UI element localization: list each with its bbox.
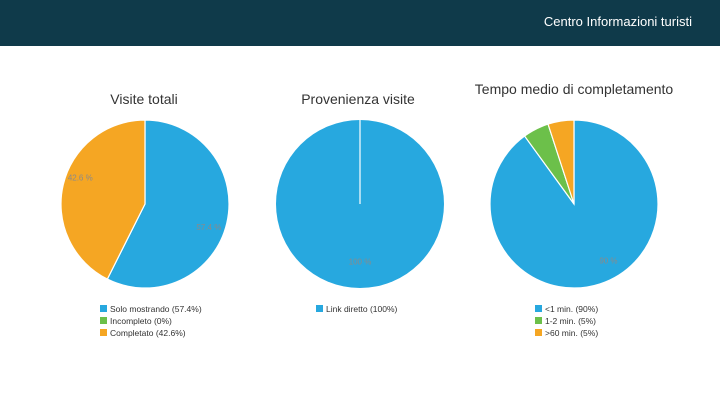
pie-slice-1-1	[106, 119, 230, 289]
chart-title-visite-totali: Visite totali	[110, 91, 178, 107]
legend-label: <1 min. (90%)	[545, 304, 599, 314]
legend-item: Link diretto (100%)	[316, 303, 397, 315]
legend-item: Solo mostrando (57.4%)	[100, 303, 202, 315]
legend-label: Solo mostrando (57.4%)	[110, 304, 202, 314]
pie-data-label: 100 %	[349, 257, 372, 266]
legend-visite-totali: Solo mostrando (57.4%) Incompleto (0%) Com…	[100, 303, 202, 339]
legend-label: Link diretto (100%)	[326, 304, 398, 314]
legend-swatch	[100, 329, 107, 336]
legend-item: <1 min. (90%)	[535, 303, 598, 315]
header-bar: Centro Informazioni turisti	[0, 0, 720, 46]
pie-slice-1-3	[60, 119, 146, 280]
legend-item: >60 min. (5%)	[535, 327, 598, 339]
legend-provenienza-visite: Link diretto (100%)	[316, 303, 397, 315]
legend-item: 1-2 min. (5%)	[535, 315, 598, 327]
legend-swatch	[535, 305, 542, 312]
pie-slice-3-3	[547, 119, 575, 205]
legend-swatch	[316, 305, 323, 312]
legend-swatch	[100, 317, 107, 324]
legend-label: Incompleto (0%)	[110, 316, 172, 326]
legend-item: Completato (42.6%)	[100, 327, 202, 339]
chart-title-tempo-medio: Tempo medio di completamento	[474, 81, 674, 97]
legend-swatch	[535, 317, 542, 324]
legend-label: >60 min. (5%)	[545, 328, 599, 338]
legend-swatch	[535, 329, 542, 336]
pie-data-label: 57.4 %	[196, 223, 221, 232]
pie-data-label: 90 %	[599, 257, 617, 266]
pie-data-label: 42.6 %	[68, 173, 93, 182]
chart-title-provenienza-visite: Provenienza visite	[301, 91, 415, 107]
legend-label: 1-2 min. (5%)	[545, 316, 597, 326]
header-title: Centro Informazioni turisti	[543, 14, 692, 29]
legend-label: Completato (42.6%)	[110, 328, 186, 338]
legend-item: Incompleto (0%)	[100, 315, 202, 327]
legend-swatch	[100, 305, 107, 312]
legend-tempo-medio: <1 min. (90%) 1-2 min. (5%) >60 min. (5%)	[535, 303, 598, 339]
